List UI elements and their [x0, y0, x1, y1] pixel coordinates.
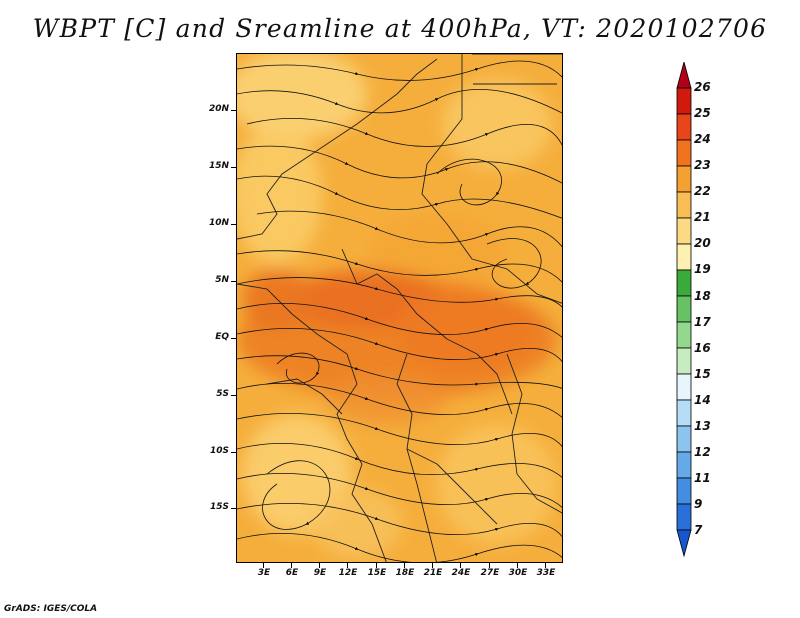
lat-label-15n: 15N	[208, 161, 229, 171]
lat-tick-mark	[231, 167, 236, 168]
lon-label-9e: 9E	[313, 568, 327, 578]
lon-tick-mark	[319, 563, 320, 568]
colorbar-label-19: 19	[694, 262, 711, 276]
map-canvas	[237, 54, 562, 562]
lat-tick-mark	[231, 452, 236, 453]
colorbar-label-21: 21	[694, 210, 711, 224]
colorbar-segment	[676, 191, 692, 219]
lon-label-30e: 30E	[508, 568, 528, 578]
lon-tick-mark	[404, 563, 405, 568]
lon-tick-mark	[545, 563, 546, 568]
colorbar-label-14: 14	[694, 393, 711, 407]
colorbar-segment	[676, 503, 692, 531]
lat-label-5n: 5N	[215, 275, 229, 285]
lon-label-21e: 21E	[423, 568, 443, 578]
lon-label-6e: 6E	[285, 568, 299, 578]
colorbar-segments	[676, 62, 692, 558]
map-panel	[236, 53, 563, 563]
lat-tick-mark	[231, 338, 236, 339]
lat-tick-mark	[231, 224, 236, 225]
colorbar-label-18: 18	[694, 289, 711, 303]
colorbar-label-25: 25	[694, 106, 711, 120]
lon-tick-mark	[291, 563, 292, 568]
lon-tick-mark	[489, 563, 490, 568]
lat-label-5s: 5S	[216, 389, 229, 399]
colorbar-segment	[676, 217, 692, 245]
colorbar-label-11: 11	[694, 471, 711, 485]
lon-label-33e: 33E	[536, 568, 556, 578]
colorbar	[676, 62, 692, 558]
colorbar-segment	[676, 477, 692, 505]
colorbar-label-17: 17	[694, 315, 711, 329]
colorbar-segment	[676, 321, 692, 349]
colorbar-label-12: 12	[694, 445, 711, 459]
colorbar-label-26: 26	[694, 80, 711, 94]
colorbar-segment	[676, 165, 692, 193]
streamlines	[237, 60, 562, 562]
lon-label-15e: 15E	[367, 568, 387, 578]
lat-tick-mark	[231, 395, 236, 396]
colorbar-label-9: 9	[694, 497, 703, 511]
lon-tick-mark	[460, 563, 461, 568]
colorbar-segment	[676, 451, 692, 479]
colorbar-label-16: 16	[694, 341, 711, 355]
colorbar-segment	[676, 243, 692, 271]
colorbar-label-15: 15	[694, 367, 711, 381]
colorbar-label-22: 22	[694, 184, 711, 198]
colorbar-segment	[676, 87, 692, 115]
colorbar-segment	[676, 295, 692, 323]
lat-label-15s: 15S	[209, 502, 229, 512]
lon-tick-mark	[517, 563, 518, 568]
lat-tick-mark	[231, 281, 236, 282]
colorbar-segment	[676, 62, 692, 89]
lon-label-24e: 24E	[451, 568, 471, 578]
lat-tick-mark	[231, 110, 236, 111]
colorbar-segment	[676, 347, 692, 375]
grads-credit: GrADS: IGES/COLA	[4, 604, 98, 614]
colorbar-label-23: 23	[694, 158, 711, 172]
lon-label-27e: 27E	[480, 568, 500, 578]
lat-label-20n: 20N	[208, 104, 229, 114]
lon-label-12e: 12E	[338, 568, 358, 578]
colorbar-label-20: 20	[694, 236, 711, 250]
lon-tick-mark	[432, 563, 433, 568]
lon-tick-mark	[347, 563, 348, 568]
colorbar-segment	[676, 139, 692, 167]
lat-label-10n: 10N	[208, 218, 229, 228]
lat-label-eq: EQ	[215, 332, 229, 342]
lat-label-10s: 10S	[209, 446, 229, 456]
colorbar-segment	[676, 425, 692, 453]
chart-title: WBPT [C] and Sreamline at 400hPa, VT: 20…	[32, 14, 768, 43]
lon-label-3e: 3E	[257, 568, 271, 578]
colorbar-segment	[676, 269, 692, 297]
colorbar-label-13: 13	[694, 419, 711, 433]
colorbar-label-7: 7	[694, 523, 703, 537]
lon-tick-mark	[263, 563, 264, 568]
lat-tick-mark	[231, 508, 236, 509]
lon-tick-mark	[376, 563, 377, 568]
lon-label-18e: 18E	[395, 568, 415, 578]
colorbar-segment	[676, 399, 692, 427]
colorbar-segment	[676, 113, 692, 141]
colorbar-label-24: 24	[694, 132, 711, 146]
colorbar-segment	[676, 373, 692, 401]
colorbar-segment	[676, 529, 692, 558]
